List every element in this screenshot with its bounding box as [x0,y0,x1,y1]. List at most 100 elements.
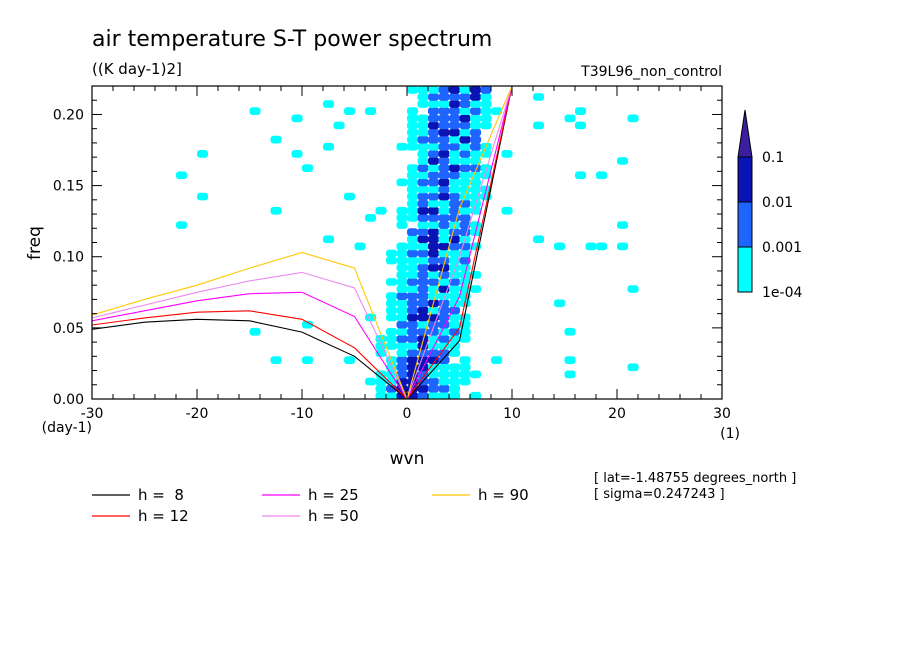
power-cell [417,235,429,244]
power-cell [417,100,429,108]
power-cell [438,306,450,315]
power-cell [438,107,450,115]
power-cell [470,135,482,144]
x-tick-label: -20 [186,406,209,422]
power-cell [386,391,398,399]
spectral-power-field [176,86,639,399]
power-cell [407,114,419,123]
power-cell [596,242,608,251]
power-cell [459,221,471,229]
curve-h-90 [92,86,513,399]
curve-h-50 [92,86,513,399]
legend: h = 8 h = 12 h = 25 h = 50 h = 90 [92,486,529,525]
power-cell [449,249,461,258]
power-cell [470,93,482,101]
colorbar-overflow-arrow [737,109,753,158]
power-cell [428,206,440,215]
power-cell [407,349,419,357]
power-cell [396,271,408,279]
power-cell [428,142,440,151]
y-tick-label: 0.20 [53,107,84,123]
power-cell [249,107,261,115]
power-cell [449,313,461,322]
power-cell [438,214,450,222]
power-cell [459,142,471,151]
power-cell [564,356,576,364]
power-cell [407,256,419,265]
chart-title: air temperature S-T power spectrum [92,27,492,52]
power-cell [407,306,419,315]
power-cell [417,271,429,279]
legend-label: h = 8 [138,486,184,504]
power-cell [323,142,335,151]
power-cell [428,271,440,279]
power-cell [417,285,429,293]
power-cell [417,221,429,229]
power-cell [438,320,450,329]
power-cell [449,86,461,94]
power-cell [396,299,408,308]
power-cell [417,327,429,336]
power-cell [459,86,471,94]
power-cell [449,157,461,165]
power-cell [428,356,440,364]
power-cell [438,221,450,229]
power-cell [407,178,419,187]
x-tick-label: 30 [713,406,731,422]
power-cell [417,256,429,265]
power-cell [449,128,461,137]
power-cell [438,335,450,343]
power-cell [396,242,408,251]
power-cell [438,142,450,151]
power-cell [438,342,450,350]
x-axis-label: wvn [390,449,425,469]
power-cell [407,185,419,194]
power-cell [617,157,629,165]
power-cell [438,150,450,158]
power-cell [407,335,419,343]
y-tick-label: 0.15 [53,179,84,195]
power-cell [449,178,461,187]
colorbar: 1e-04 0.001 0.01 0.1 [737,109,802,301]
power-cell [396,221,408,229]
power-cell [459,178,471,187]
power-cell [407,171,419,180]
power-cell [176,171,188,180]
power-cell [459,370,471,379]
power-cell [396,327,408,336]
power-cell [417,114,429,123]
power-cell [480,100,492,108]
power-cell [459,228,471,236]
power-cell [270,356,282,364]
power-cell [417,214,429,222]
power-cell [417,199,429,208]
power-cell [407,242,419,251]
power-cell [491,356,503,364]
power-cell [470,185,482,194]
power-cell [459,214,471,222]
power-cell [375,384,387,393]
power-cell [575,121,587,130]
power-cell [428,249,440,258]
power-cell [396,342,408,350]
power-cell [375,391,387,399]
power-cell [396,256,408,265]
power-cell [407,142,419,151]
power-cell [417,299,429,308]
power-cell [449,285,461,293]
power-cell [354,242,366,251]
sigma-annotation: [ sigma=0.247243 ] [594,487,725,502]
run-label: T39L96_non_control [580,64,722,80]
power-cell [417,135,429,144]
power-cell [176,221,188,229]
power-cell [470,150,482,158]
power-cell [333,121,345,130]
power-cell [449,349,461,357]
power-cell [417,178,429,187]
power-cell [396,370,408,379]
power-cell [428,342,440,350]
power-cell [438,135,450,144]
power-cell [407,299,419,308]
power-cell [438,370,450,379]
power-cell [470,86,482,94]
